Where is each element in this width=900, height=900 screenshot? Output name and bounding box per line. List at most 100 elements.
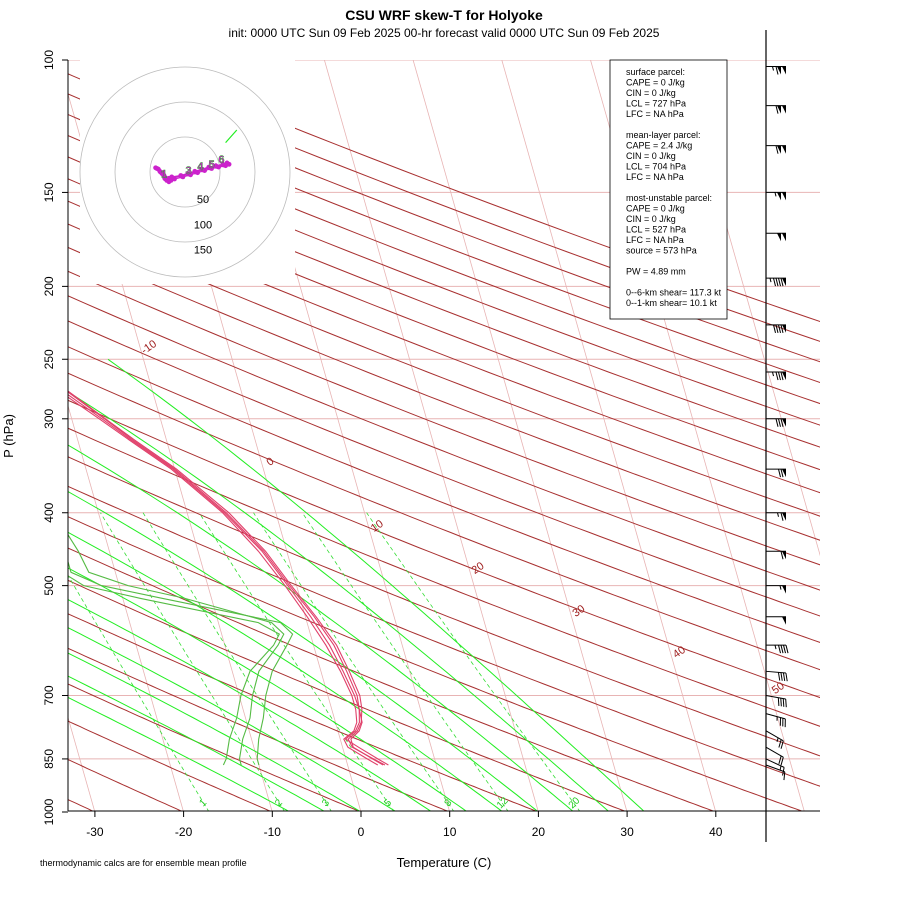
wind-barb-full xyxy=(775,145,779,154)
wind-barb-full xyxy=(780,418,784,427)
wind-barb-flag xyxy=(782,145,786,154)
temperature-line xyxy=(68,390,386,766)
hodograph-height-label: 6 xyxy=(218,154,224,166)
wind-barb xyxy=(766,65,786,75)
wind-barb xyxy=(766,616,786,625)
wind-barb xyxy=(765,764,786,781)
dry-adiabat-line xyxy=(68,295,820,591)
wind-barb xyxy=(766,468,786,478)
isotherm-label: 50 xyxy=(770,680,787,697)
pressure-ticks: 100 150 200 250 300 400 500 700 850 1000 xyxy=(42,50,68,825)
wind-barb-full xyxy=(780,371,784,381)
temperature-tick-label: -20 xyxy=(175,825,193,839)
stats-line: CAPE = 2.4 J/kg xyxy=(626,141,692,151)
dry-adiabat-line xyxy=(68,399,820,699)
wind-barb-full xyxy=(780,672,783,681)
temperature-tick-label: -10 xyxy=(264,825,282,839)
mixing-ratio-line xyxy=(301,512,509,811)
dry-adiabat-line xyxy=(68,647,449,811)
dry-adiabat-line xyxy=(68,135,820,426)
wind-barb xyxy=(766,191,786,201)
chart-subtitle: init: 0000 UTC Sun 09 Feb 2025 00-hr for… xyxy=(229,26,660,40)
stats-line: PW = 4.89 mm xyxy=(626,267,686,277)
wind-barb-half xyxy=(774,192,777,197)
wind-barb-full xyxy=(775,105,779,114)
chart-title: CSU WRF skew-T for Holyoke xyxy=(345,7,543,23)
dewpoint-line xyxy=(68,559,294,766)
hodograph-point xyxy=(206,164,212,170)
hodograph-point xyxy=(178,173,184,178)
pressure-tick-label: 400 xyxy=(42,502,56,522)
wind-barb-flag xyxy=(782,192,786,201)
isotherm-label: 40 xyxy=(671,644,688,661)
footnote: thermodynamic calcs are for ensemble mea… xyxy=(40,858,247,868)
dry-adiabat-line xyxy=(68,456,820,757)
hodograph-ring xyxy=(79,66,291,278)
wind-barb-shaft xyxy=(765,713,786,720)
wind-barb-full xyxy=(780,740,784,749)
temperature-tick-label: 0 xyxy=(358,825,365,839)
hodograph-ring xyxy=(149,136,221,208)
wind-barb-full xyxy=(780,698,782,707)
hodograph-point xyxy=(220,161,226,167)
dry-adiabat-line xyxy=(68,485,820,787)
dry-adiabat-line xyxy=(68,200,820,494)
wind-barb-full xyxy=(783,645,786,654)
mixing-ratio-line xyxy=(100,512,285,811)
moist-adiabat-line xyxy=(68,444,574,811)
stats-line: mean-layer parcel: xyxy=(626,130,701,140)
wind-barb-shaft xyxy=(765,764,785,773)
wind-barb-half xyxy=(777,512,779,517)
dry-adiabat-line xyxy=(68,223,820,517)
wind-barb-shaft xyxy=(765,730,784,742)
wind-barb-half xyxy=(769,277,772,283)
wind-barb xyxy=(766,550,786,560)
wind-barb-half xyxy=(772,371,774,377)
wind-barb xyxy=(766,585,786,594)
dry-adiabat-line xyxy=(68,320,820,617)
dewpoint-profiles xyxy=(68,533,294,766)
wind-barb xyxy=(766,644,789,654)
wind-barb-flag xyxy=(782,278,786,287)
pressure-tick-label: 200 xyxy=(42,276,56,296)
wind-barb-shaft xyxy=(765,670,786,674)
dry-adiabat-line xyxy=(68,427,820,727)
temperature-tick-label: 20 xyxy=(532,825,546,839)
hodograph-height-label: 1 xyxy=(161,169,167,181)
wind-barb-full xyxy=(782,698,785,707)
moist-adiabat-line xyxy=(68,652,361,811)
stats-line: LCL = 704 hPa xyxy=(626,162,686,172)
mixing-ratio-lines xyxy=(68,512,581,811)
temperature-tick-label: 40 xyxy=(709,825,723,839)
wind-barb-full xyxy=(775,66,779,75)
moist-adiabat-line xyxy=(68,567,467,811)
dry-adiabat-line xyxy=(68,613,538,811)
wind-barb-full xyxy=(780,277,784,287)
hodograph-point xyxy=(199,166,205,172)
stats-line: most-unstable parcel: xyxy=(626,193,712,203)
dry-adiabat-line xyxy=(68,683,360,811)
wind-barb-full xyxy=(780,757,784,766)
hodograph-point xyxy=(157,168,163,174)
moist-adiabat-line xyxy=(68,627,396,811)
wind-barb xyxy=(766,105,786,114)
stats-line: CAPE = 0 J/kg xyxy=(626,204,685,214)
pressure-tick-label: 150 xyxy=(42,182,56,202)
stats-line: CIN = 0 J/kg xyxy=(626,151,676,161)
wind-barb-full xyxy=(778,739,782,748)
stats-line: CIN = 0 J/kg xyxy=(626,88,676,98)
moist-adiabat-line xyxy=(107,358,645,811)
wind-barb-full xyxy=(782,672,786,682)
stats-line: LFC = NA hPa xyxy=(626,235,684,245)
isotherm-line xyxy=(501,60,716,811)
pressure-tick-label: 300 xyxy=(42,408,56,428)
stats-line: 0--1-km shear= 10.1 kt xyxy=(626,298,717,308)
hodograph-upper-segment xyxy=(225,129,238,143)
stats-line: CIN = 0 J/kg xyxy=(626,214,676,224)
wind-barb-full xyxy=(780,551,784,560)
moist-adiabat-line xyxy=(68,391,610,811)
wind-barb-full xyxy=(783,771,786,781)
hodograph: 50 100 150 1 3 4 5 6 xyxy=(79,52,295,284)
wind-barb-flag xyxy=(777,233,781,242)
